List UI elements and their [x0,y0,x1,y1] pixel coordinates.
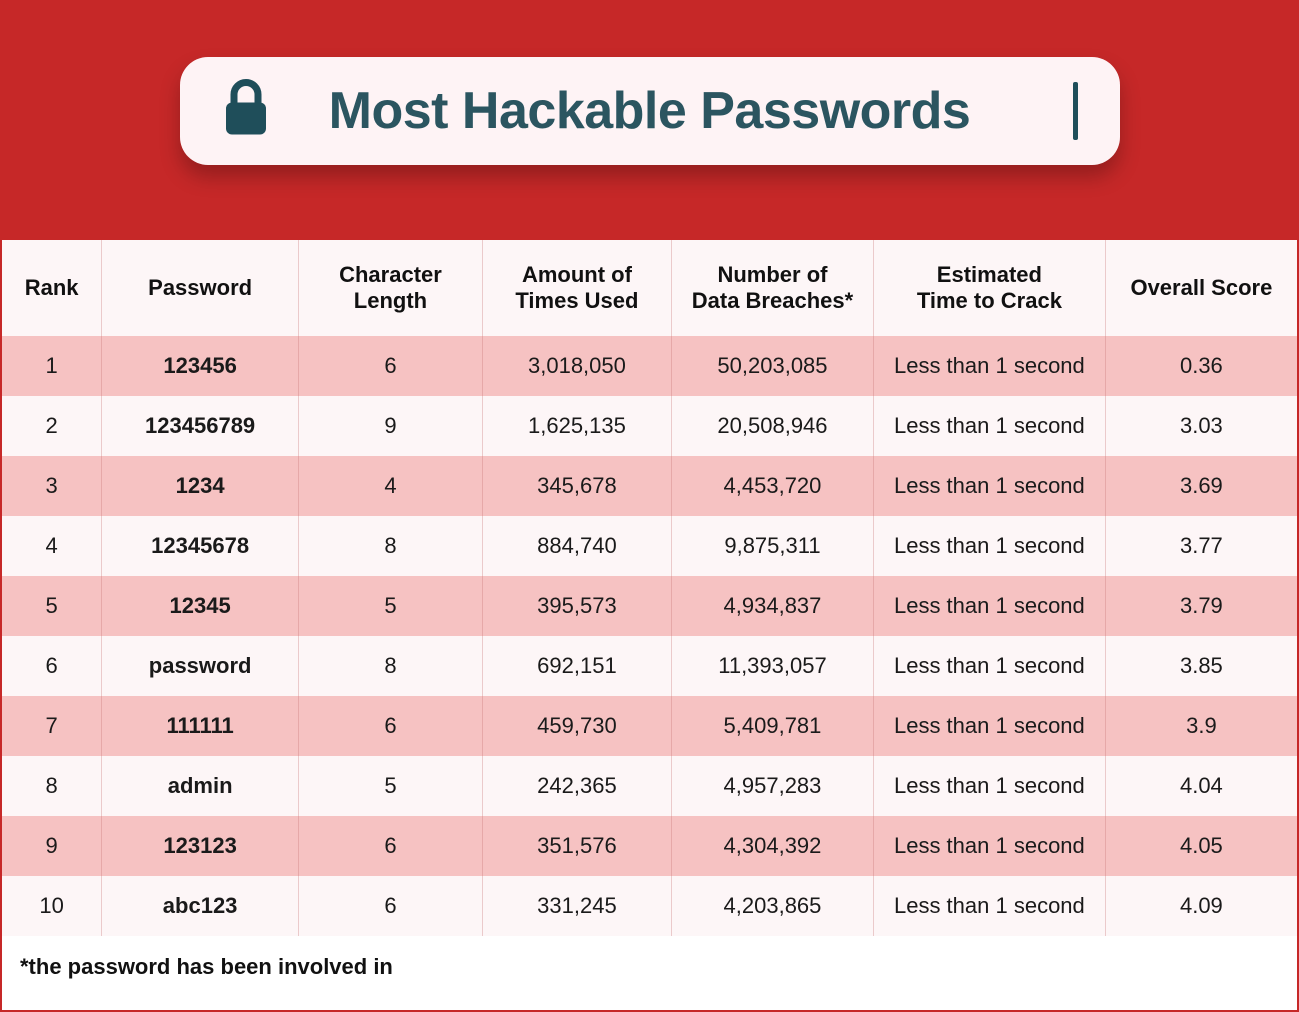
col-header-used: Amount ofTimes Used [482,240,671,336]
cell-password: password [102,636,299,696]
cell-rank: 10 [2,876,102,936]
cell-password: 123456789 [102,396,299,456]
page-title: Most Hackable Passwords [329,81,971,141]
cell-password: 12345678 [102,516,299,576]
cell-breaches: 11,393,057 [671,636,873,696]
cell-breaches: 4,304,392 [671,816,873,876]
cell-length: 5 [299,756,483,816]
table-row: 8admin5242,3654,957,283Less than 1 secon… [2,756,1297,816]
col-header-breaches: Number ofData Breaches* [671,240,873,336]
lock-icon [220,79,272,144]
cell-score: 4.05 [1105,816,1297,876]
cell-password: abc123 [102,876,299,936]
cell-password: 123456 [102,336,299,396]
cell-password: admin [102,756,299,816]
table-row: 5123455395,5734,934,837Less than 1 secon… [2,576,1297,636]
cell-score: 3.03 [1105,396,1297,456]
cell-used: 242,365 [482,756,671,816]
cell-length: 6 [299,696,483,756]
cell-breaches: 20,508,946 [671,396,873,456]
cell-score: 0.36 [1105,336,1297,396]
cell-breaches: 9,875,311 [671,516,873,576]
cell-crack: Less than 1 second [873,336,1105,396]
table-head: RankPasswordCharacterLengthAmount ofTime… [2,240,1297,336]
cell-score: 3.9 [1105,696,1297,756]
col-header-rank: Rank [2,240,102,336]
cell-rank: 8 [2,756,102,816]
cell-score: 3.79 [1105,576,1297,636]
table-header-row: RankPasswordCharacterLengthAmount ofTime… [2,240,1297,336]
cell-length: 9 [299,396,483,456]
cell-breaches: 50,203,085 [671,336,873,396]
table-row: 212345678991,625,13520,508,946Less than … [2,396,1297,456]
cell-used: 345,678 [482,456,671,516]
cell-length: 6 [299,336,483,396]
cell-crack: Less than 1 second [873,876,1105,936]
cell-length: 8 [299,516,483,576]
passwords-table: RankPasswordCharacterLengthAmount ofTime… [2,240,1297,936]
cell-rank: 5 [2,576,102,636]
cell-breaches: 4,453,720 [671,456,873,516]
cell-crack: Less than 1 second [873,816,1105,876]
cell-crack: Less than 1 second [873,456,1105,516]
cell-password: 12345 [102,576,299,636]
cell-used: 351,576 [482,816,671,876]
col-header-crack: EstimatedTime to Crack [873,240,1105,336]
infographic-page: Most Hackable Passwords RankPasswordChar… [0,0,1299,1012]
col-header-score: Overall Score [1105,240,1297,336]
cell-length: 6 [299,876,483,936]
cell-used: 331,245 [482,876,671,936]
cell-breaches: 4,957,283 [671,756,873,816]
cell-used: 459,730 [482,696,671,756]
cell-used: 1,625,135 [482,396,671,456]
cell-crack: Less than 1 second [873,576,1105,636]
cell-length: 5 [299,576,483,636]
cell-used: 395,573 [482,576,671,636]
cell-crack: Less than 1 second [873,696,1105,756]
cell-score: 3.69 [1105,456,1297,516]
cell-length: 8 [299,636,483,696]
cell-score: 3.77 [1105,516,1297,576]
cell-rank: 2 [2,396,102,456]
cell-used: 692,151 [482,636,671,696]
table-row: 10abc1236331,2454,203,865Less than 1 sec… [2,876,1297,936]
cell-rank: 6 [2,636,102,696]
col-header-password: Password [102,240,299,336]
cell-score: 4.04 [1105,756,1297,816]
table-row: 4123456788884,7409,875,311Less than 1 se… [2,516,1297,576]
title-card: Most Hackable Passwords [180,57,1120,165]
table-row: 112345663,018,05050,203,085Less than 1 s… [2,336,1297,396]
header-band: Most Hackable Passwords [2,2,1297,240]
text-cursor-icon [1073,82,1078,140]
cell-crack: Less than 1 second [873,636,1105,696]
table-row: 71111116459,7305,409,781Less than 1 seco… [2,696,1297,756]
cell-breaches: 4,203,865 [671,876,873,936]
cell-breaches: 4,934,837 [671,576,873,636]
col-header-length: CharacterLength [299,240,483,336]
cell-used: 3,018,050 [482,336,671,396]
table-row: 312344345,6784,453,720Less than 1 second… [2,456,1297,516]
cell-rank: 4 [2,516,102,576]
cell-crack: Less than 1 second [873,396,1105,456]
cell-password: 111111 [102,696,299,756]
table-row: 6password8692,15111,393,057Less than 1 s… [2,636,1297,696]
table-row: 91231236351,5764,304,392Less than 1 seco… [2,816,1297,876]
cell-breaches: 5,409,781 [671,696,873,756]
cell-rank: 3 [2,456,102,516]
cell-rank: 7 [2,696,102,756]
cell-rank: 1 [2,336,102,396]
cell-score: 3.85 [1105,636,1297,696]
cell-password: 123123 [102,816,299,876]
cell-crack: Less than 1 second [873,756,1105,816]
cell-score: 4.09 [1105,876,1297,936]
footnote: *the password has been involved in [2,936,1297,1010]
cell-rank: 9 [2,816,102,876]
table-body: 112345663,018,05050,203,085Less than 1 s… [2,336,1297,936]
cell-used: 884,740 [482,516,671,576]
cell-length: 6 [299,816,483,876]
cell-crack: Less than 1 second [873,516,1105,576]
cell-password: 1234 [102,456,299,516]
cell-length: 4 [299,456,483,516]
